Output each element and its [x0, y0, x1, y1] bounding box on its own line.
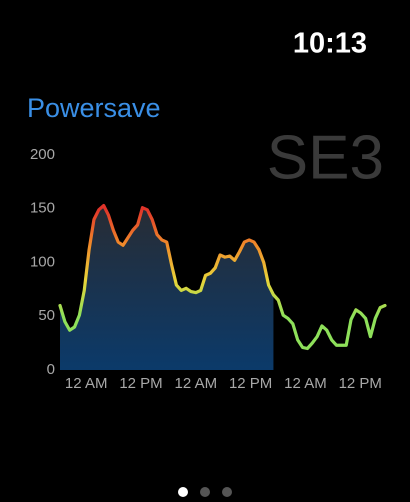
device-badge: SE3: [267, 123, 384, 192]
x-tick-label: 12 PM: [119, 375, 162, 392]
y-tick-label: 0: [47, 361, 55, 378]
y-tick-label: 150: [30, 200, 55, 217]
y-tick-label: 200: [30, 146, 55, 163]
chart-title: Powersave: [27, 93, 161, 123]
page-dot[interactable]: [200, 487, 210, 497]
page-dot[interactable]: [222, 487, 232, 497]
history-area: [60, 205, 274, 370]
clock: 10:13: [293, 28, 367, 60]
battery-line: [58, 203, 387, 351]
y-tick-label: 100: [30, 253, 55, 270]
page-dot[interactable]: [178, 487, 188, 497]
x-tick-label: 12 PM: [229, 375, 272, 392]
x-tick-label: 12 AM: [65, 375, 108, 392]
x-tick-label: 12 PM: [339, 375, 382, 392]
y-tick-label: 50: [38, 307, 55, 324]
x-tick-label: 12 AM: [175, 375, 218, 392]
x-tick-label: 12 AM: [284, 375, 327, 392]
